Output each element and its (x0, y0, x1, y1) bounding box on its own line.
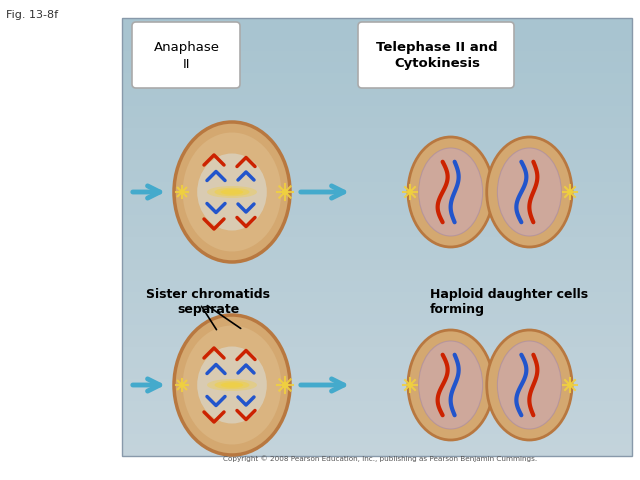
Bar (122, 138, 632, 150)
Ellipse shape (182, 132, 282, 252)
Bar (122, 149, 632, 161)
Bar (122, 40, 632, 52)
Bar (122, 445, 632, 457)
Bar (122, 259, 632, 271)
Bar (122, 336, 632, 348)
Bar (122, 193, 632, 205)
Text: Anaphase
II: Anaphase II (154, 41, 220, 71)
Ellipse shape (197, 347, 267, 423)
Ellipse shape (408, 137, 493, 247)
Bar (122, 84, 632, 96)
Ellipse shape (207, 379, 257, 391)
Ellipse shape (221, 189, 243, 195)
Bar (122, 95, 632, 107)
Bar (122, 324, 632, 336)
Bar (122, 248, 632, 260)
Bar (122, 412, 632, 424)
Bar (122, 347, 632, 359)
Text: Sister chromatids
separate: Sister chromatids separate (146, 288, 270, 316)
Bar (122, 292, 632, 304)
Ellipse shape (197, 154, 267, 230)
Ellipse shape (214, 188, 250, 196)
Ellipse shape (282, 189, 288, 195)
Bar (122, 18, 632, 456)
Ellipse shape (180, 383, 184, 387)
Ellipse shape (214, 381, 250, 389)
Ellipse shape (221, 382, 243, 388)
Bar (122, 73, 632, 84)
Bar (122, 160, 632, 172)
Ellipse shape (567, 189, 573, 195)
Text: Copyright © 2008 Pearson Education, Inc., publishing as Pearson Benjamin Cumming: Copyright © 2008 Pearson Education, Inc.… (223, 456, 537, 462)
Ellipse shape (207, 186, 257, 198)
Ellipse shape (419, 341, 483, 429)
Bar (122, 106, 632, 118)
Bar (122, 358, 632, 370)
Ellipse shape (497, 341, 561, 429)
Text: Telephase II and
Cytokinesis: Telephase II and Cytokinesis (376, 41, 498, 71)
Bar (122, 182, 632, 194)
Bar (122, 434, 632, 446)
Bar (122, 128, 632, 140)
FancyBboxPatch shape (132, 22, 240, 88)
Ellipse shape (182, 325, 282, 444)
Bar (122, 401, 632, 413)
Text: Haploid daughter cells
forming: Haploid daughter cells forming (430, 288, 588, 316)
Bar (122, 117, 632, 129)
Ellipse shape (407, 189, 413, 195)
Ellipse shape (174, 315, 290, 455)
Ellipse shape (408, 330, 493, 440)
Bar (122, 390, 632, 402)
Bar (122, 29, 632, 41)
Bar (122, 62, 632, 74)
Ellipse shape (567, 382, 573, 388)
Bar (122, 369, 632, 380)
Bar (122, 215, 632, 227)
Bar (122, 303, 632, 315)
Bar (122, 313, 632, 325)
Ellipse shape (282, 382, 288, 388)
Bar (122, 270, 632, 282)
Bar (122, 226, 632, 238)
Ellipse shape (180, 190, 184, 194)
FancyBboxPatch shape (358, 22, 514, 88)
Text: Fig. 13-8f: Fig. 13-8f (6, 10, 58, 20)
Bar (122, 18, 632, 30)
Ellipse shape (487, 137, 572, 247)
Ellipse shape (407, 382, 413, 388)
Ellipse shape (174, 122, 290, 262)
Bar (122, 281, 632, 293)
Ellipse shape (487, 330, 572, 440)
Ellipse shape (419, 148, 483, 236)
Bar (122, 51, 632, 63)
Bar (122, 379, 632, 391)
Bar (122, 237, 632, 249)
Bar (122, 171, 632, 183)
Bar (122, 204, 632, 216)
Ellipse shape (497, 148, 561, 236)
Bar (122, 423, 632, 435)
